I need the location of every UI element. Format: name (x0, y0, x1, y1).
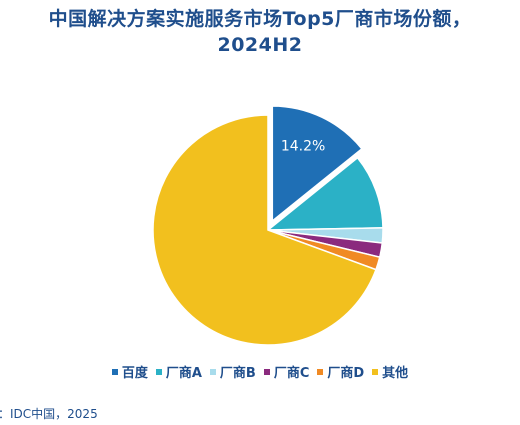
legend-swatch-1 (155, 368, 162, 375)
source-note: ：IDC中国，2025 (0, 407, 98, 421)
chart-title: 中国解决方案实施服务市场Top5厂商市场份额， 2024H2 (0, 6, 520, 58)
legend-label-0: 百度 (121, 366, 148, 381)
pie-slice-5 (152, 114, 377, 346)
legend-item-4: 厂商D (317, 362, 364, 381)
legend-item-3: 厂商C (263, 362, 310, 381)
pie-chart: 14.2% (152, 105, 384, 346)
pie-slice-label-0: 14.2% (281, 139, 325, 155)
legend-item-0: 百度 (111, 362, 148, 381)
legend-label-1: 厂商A (165, 366, 202, 381)
legend-label-2: 厂商B (219, 366, 256, 381)
legend-item-1: 厂商A (155, 362, 202, 381)
legend-label-4: 厂商D (327, 366, 365, 381)
chart-legend: 百度 厂商A 厂商B 厂商C 厂商D 其他 (0, 362, 520, 381)
legend-swatch-4 (317, 368, 324, 375)
legend-label-3: 厂商C (273, 366, 310, 381)
chart-title-line2: 2024H2 (217, 34, 303, 56)
chart-title-line1: 中国解决方案实施服务市场Top5厂商市场份额， (48, 8, 472, 30)
pie-slice-1 (265, 156, 384, 231)
legend-label-5: 其他 (382, 366, 409, 381)
legend-swatch-3 (263, 368, 270, 375)
legend-item-5: 其他 (372, 362, 408, 381)
legend-swatch-2 (209, 368, 216, 375)
legend-swatch-0 (111, 368, 118, 375)
pie-slice-0 (271, 105, 363, 223)
legend-item-2: 厂商B (209, 362, 256, 381)
legend-swatch-5 (372, 368, 379, 375)
